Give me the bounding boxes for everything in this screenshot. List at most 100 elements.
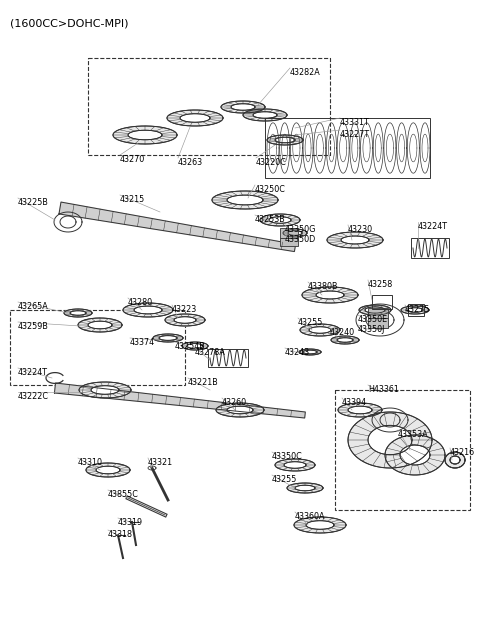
Polygon shape bbox=[59, 202, 296, 251]
Polygon shape bbox=[165, 314, 205, 326]
Polygon shape bbox=[180, 114, 210, 123]
Text: (1600CC>DOHC-MPI): (1600CC>DOHC-MPI) bbox=[10, 18, 129, 28]
Text: 43250C: 43250C bbox=[255, 185, 286, 194]
Polygon shape bbox=[445, 452, 465, 468]
Bar bbox=[208, 349, 248, 367]
Bar bbox=[368, 318, 388, 328]
Polygon shape bbox=[253, 112, 277, 118]
Polygon shape bbox=[341, 236, 369, 244]
Text: 43321: 43321 bbox=[148, 458, 173, 467]
Polygon shape bbox=[338, 403, 382, 417]
Polygon shape bbox=[359, 305, 391, 315]
Text: 43278A: 43278A bbox=[195, 348, 226, 357]
Polygon shape bbox=[450, 456, 460, 464]
Polygon shape bbox=[88, 321, 112, 329]
Text: 43255: 43255 bbox=[298, 318, 324, 327]
Text: 43353A: 43353A bbox=[398, 430, 429, 439]
Polygon shape bbox=[91, 386, 119, 394]
Polygon shape bbox=[407, 308, 423, 312]
Polygon shape bbox=[368, 425, 412, 455]
Text: 43224T: 43224T bbox=[418, 222, 448, 231]
Polygon shape bbox=[79, 382, 131, 398]
Text: 43263: 43263 bbox=[178, 158, 203, 167]
Text: 43374: 43374 bbox=[130, 338, 155, 347]
Text: 43855C: 43855C bbox=[108, 490, 139, 499]
Polygon shape bbox=[302, 287, 358, 303]
Text: 43265A: 43265A bbox=[18, 302, 49, 311]
Text: 43255: 43255 bbox=[272, 475, 298, 484]
Text: 43225B: 43225B bbox=[18, 198, 49, 207]
Text: 43258: 43258 bbox=[368, 280, 393, 289]
Text: 43360A: 43360A bbox=[295, 512, 325, 521]
Text: H43361: H43361 bbox=[368, 385, 399, 394]
Polygon shape bbox=[295, 485, 315, 491]
Text: 43253B: 43253B bbox=[255, 215, 286, 224]
Text: 43350D: 43350D bbox=[285, 235, 316, 244]
Text: 43254B: 43254B bbox=[175, 342, 206, 351]
Text: 43350E: 43350E bbox=[358, 315, 388, 324]
Polygon shape bbox=[283, 229, 307, 237]
Polygon shape bbox=[287, 483, 323, 493]
Text: 43318: 43318 bbox=[108, 530, 133, 539]
Polygon shape bbox=[303, 350, 317, 354]
Polygon shape bbox=[269, 216, 291, 223]
Bar bbox=[368, 308, 388, 318]
Polygon shape bbox=[70, 311, 86, 315]
Text: 43350C: 43350C bbox=[272, 452, 303, 461]
Text: 43280: 43280 bbox=[128, 298, 153, 307]
Polygon shape bbox=[275, 459, 315, 471]
Bar bbox=[408, 304, 424, 316]
Polygon shape bbox=[267, 135, 303, 145]
Polygon shape bbox=[96, 466, 120, 474]
Text: 43222C: 43222C bbox=[18, 392, 49, 401]
Text: 43260: 43260 bbox=[222, 398, 247, 407]
Polygon shape bbox=[153, 334, 183, 342]
Polygon shape bbox=[401, 306, 429, 314]
Polygon shape bbox=[294, 517, 346, 533]
Text: 43282A: 43282A bbox=[290, 68, 321, 77]
Polygon shape bbox=[182, 342, 208, 350]
Polygon shape bbox=[231, 104, 255, 110]
Polygon shape bbox=[86, 463, 130, 477]
Polygon shape bbox=[187, 343, 203, 348]
Text: 43310: 43310 bbox=[78, 458, 103, 467]
Text: 43380B: 43380B bbox=[308, 282, 338, 291]
Text: 43350G: 43350G bbox=[285, 225, 316, 234]
Text: 43230: 43230 bbox=[348, 225, 373, 234]
Polygon shape bbox=[64, 309, 92, 317]
Polygon shape bbox=[134, 306, 162, 314]
Polygon shape bbox=[316, 291, 344, 299]
Text: 43227T: 43227T bbox=[340, 130, 370, 139]
Polygon shape bbox=[128, 130, 162, 140]
Polygon shape bbox=[227, 195, 263, 205]
Text: 43223: 43223 bbox=[172, 305, 197, 314]
Polygon shape bbox=[299, 349, 321, 355]
Bar bbox=[411, 238, 449, 258]
Polygon shape bbox=[78, 318, 122, 332]
Polygon shape bbox=[221, 101, 265, 113]
Polygon shape bbox=[227, 406, 253, 414]
Polygon shape bbox=[123, 303, 173, 317]
Text: 43394: 43394 bbox=[342, 398, 367, 407]
Polygon shape bbox=[275, 137, 295, 143]
Bar bbox=[280, 228, 298, 238]
Bar bbox=[372, 295, 392, 309]
Text: 43270: 43270 bbox=[120, 155, 145, 164]
Polygon shape bbox=[400, 445, 430, 465]
Polygon shape bbox=[216, 403, 264, 417]
Text: 43350J: 43350J bbox=[358, 325, 385, 334]
Polygon shape bbox=[167, 110, 223, 126]
Text: 43240: 43240 bbox=[330, 328, 355, 337]
Text: 43275: 43275 bbox=[405, 305, 431, 314]
Polygon shape bbox=[300, 324, 340, 336]
Text: 43259B: 43259B bbox=[18, 322, 49, 331]
Polygon shape bbox=[284, 462, 306, 468]
Text: 43216: 43216 bbox=[450, 448, 475, 457]
Polygon shape bbox=[243, 109, 287, 121]
Text: 43221B: 43221B bbox=[188, 378, 219, 387]
Polygon shape bbox=[348, 406, 372, 414]
Polygon shape bbox=[331, 336, 359, 344]
Text: 43224T: 43224T bbox=[18, 368, 48, 377]
Polygon shape bbox=[385, 435, 445, 475]
Polygon shape bbox=[54, 383, 305, 418]
